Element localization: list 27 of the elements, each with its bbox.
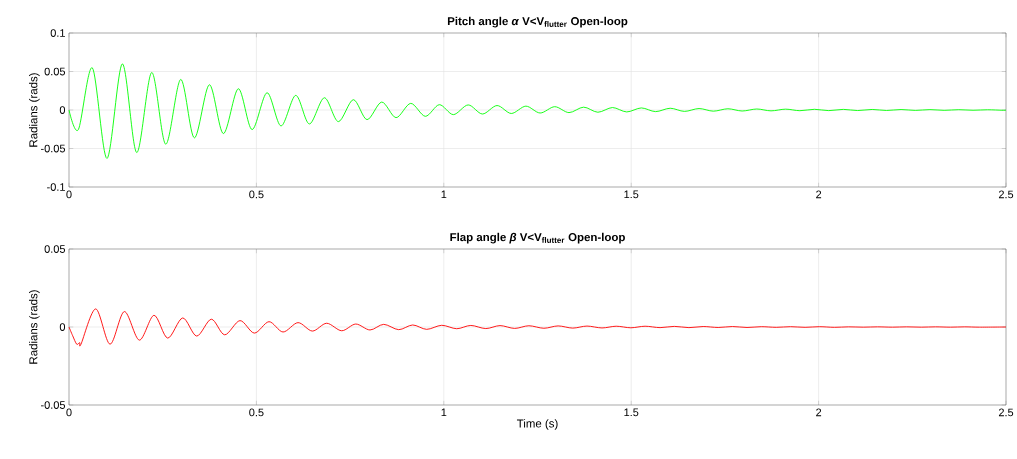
x-tick-label: 0.5 [249,190,264,199]
x-tick-label: 2 [816,408,822,417]
chart-title: Flap angle β V<V$_{flutter}$ Open-loop [450,232,625,244]
x-tick-label: 1.5 [624,190,639,199]
y-axis-title: Radians (rads) [28,73,40,147]
line-series [68,308,1007,345]
x-tick-label: 0 [66,190,72,199]
y-tick-label: 0.05 [44,67,66,76]
y-tick-label: 0.1 [50,29,65,37]
x-tick-label: 2.5 [998,408,1014,417]
x-tick-label: 2 [816,190,822,199]
x-axis-title: Time (s) [516,419,558,430]
x-tick-label: 0 [66,408,72,417]
x-tick-label: 1.5 [624,408,639,417]
x-tick-label: 0.5 [249,408,264,417]
y-tick-label: -0.05 [40,144,66,153]
y-tick-label: 0 [59,323,66,331]
y-axis-title: Radians (rads) [28,290,40,364]
y-tick-label: -0.1 [47,183,65,191]
y-tick-label: 0 [59,106,66,114]
x-tick-label: 1 [441,408,447,417]
x-tick-label: 2.5 [998,190,1014,199]
y-tick-label: -0.05 [40,401,66,409]
y-tick-label: 0.05 [44,245,66,253]
chart-title: Pitch angle α V<V$_{flutter}$ Open-loop [447,16,628,28]
line-series [68,63,1007,159]
x-tick-label: 1 [441,190,447,199]
